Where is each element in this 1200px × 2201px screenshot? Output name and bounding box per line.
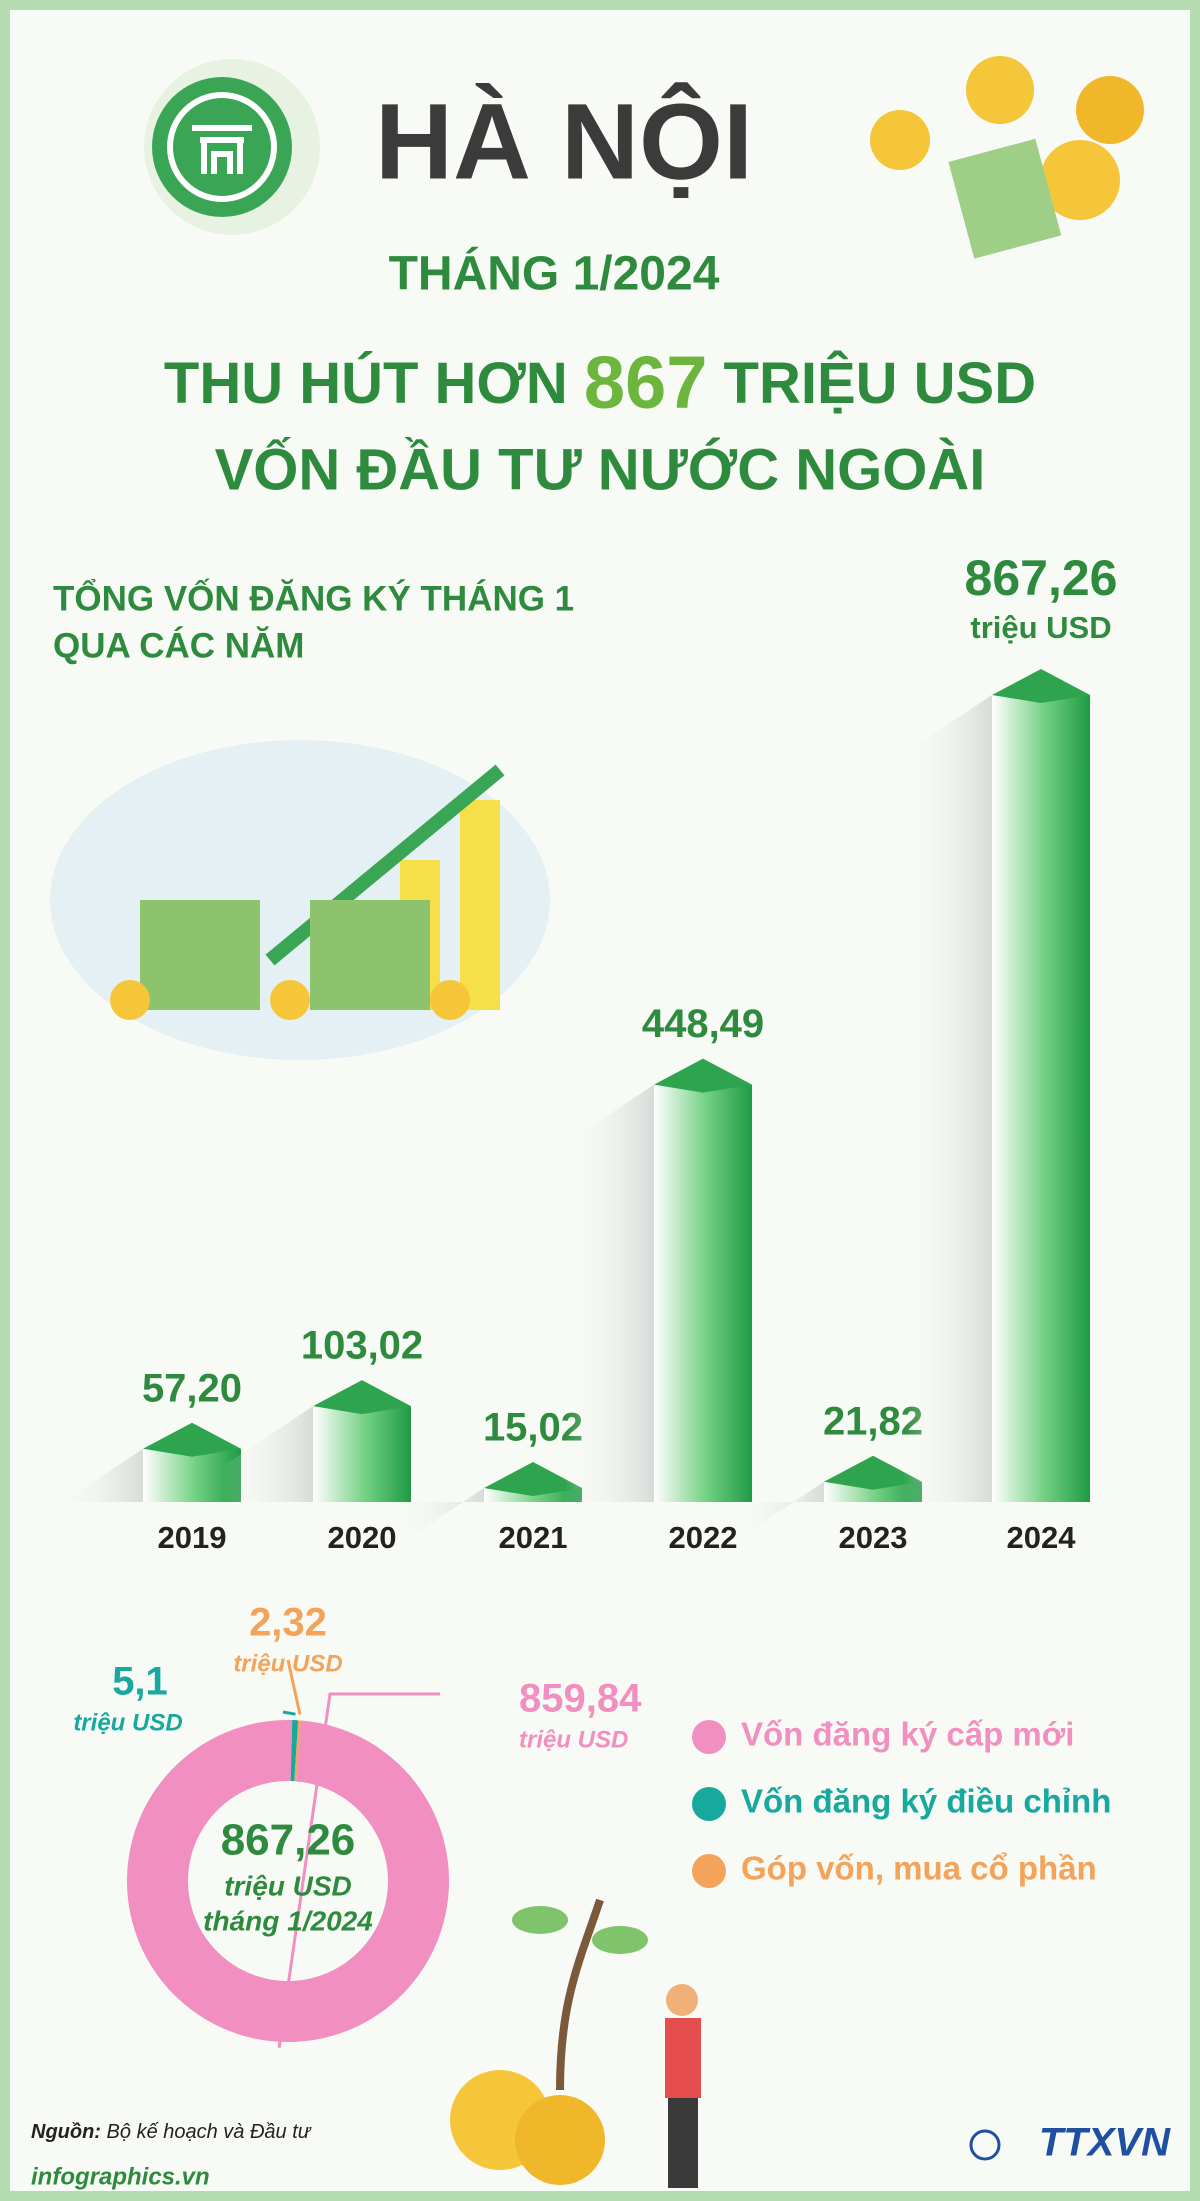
illustration bbox=[50, 740, 550, 1060]
plant-illustration bbox=[450, 1898, 701, 2188]
bar-shadow bbox=[564, 1084, 654, 1502]
source: Nguồn: Bộ kế hoạch và Đầu tư bbox=[31, 2121, 312, 2143]
logo-ring bbox=[167, 92, 277, 202]
legend-label: Góp vốn, mua cổ phần bbox=[741, 1850, 1097, 1887]
donut-total: 867,26 bbox=[221, 1816, 356, 1865]
donut-period: tháng 1/2024 bbox=[203, 1905, 373, 1936]
legend-swatch bbox=[692, 1720, 726, 1754]
unit-label: triệu USD bbox=[73, 1709, 182, 1736]
value-label: 867,26 bbox=[965, 550, 1118, 606]
x-tick-label: 2019 bbox=[158, 1520, 227, 1555]
period: THÁNG 1/2024 bbox=[389, 247, 720, 301]
bar-shadow bbox=[902, 695, 992, 1502]
bar bbox=[992, 695, 1090, 1502]
donut-slice bbox=[294, 1720, 301, 1782]
legend-label: Vốn đăng ký cấp mới bbox=[741, 1716, 1074, 1753]
agency-logo: TTXVN bbox=[1039, 2121, 1171, 2165]
x-tick-label: 2024 bbox=[1007, 1520, 1077, 1555]
donut-slice bbox=[127, 1720, 450, 2042]
legend-swatch bbox=[692, 1854, 726, 1888]
headline-number: 867 bbox=[584, 341, 707, 424]
unit-label: triệu USD bbox=[519, 1726, 628, 1753]
source-text: Bộ kế hoạch và Đầu tư bbox=[107, 2121, 312, 2143]
bar-shadow bbox=[223, 1406, 313, 1502]
legend-label: Vốn đăng ký điều chỉnh bbox=[741, 1783, 1111, 1820]
headline-suffix: TRIỆU USD bbox=[724, 351, 1037, 416]
bar-shadow bbox=[394, 1488, 484, 1549]
unit-label: triệu USD bbox=[233, 1650, 342, 1677]
city-title: HÀ NỘI bbox=[375, 81, 753, 202]
copyright-mark bbox=[969, 2129, 1001, 2161]
x-tick-label: 2023 bbox=[839, 1520, 908, 1555]
connector bbox=[282, 1710, 296, 1716]
bar-top bbox=[313, 1380, 411, 1415]
value-label: 57,20 bbox=[142, 1366, 242, 1410]
unit-label: triệu USD bbox=[970, 610, 1111, 645]
chart-title: TỔNG VỐN ĐĂNG KÝ THÁNG 1 bbox=[53, 578, 574, 618]
headline-line2: VỐN ĐẦU TƯ NƯỚC NGOÀI bbox=[215, 437, 986, 502]
value-label: 448,49 bbox=[642, 1002, 764, 1046]
bar-top bbox=[143, 1422, 241, 1457]
x-tick-label: 2022 bbox=[669, 1520, 738, 1555]
bar-shadow bbox=[53, 1448, 143, 1509]
donut-slice bbox=[290, 1720, 299, 1782]
value-label: 103,02 bbox=[301, 1324, 423, 1368]
headline-line1: THU HÚT HƠN 867 TRIỆU USD bbox=[164, 341, 1036, 424]
chart-title: QUA CÁC NĂM bbox=[53, 625, 304, 665]
donut-unit: triệu USD bbox=[224, 1870, 352, 1901]
connector bbox=[286, 1659, 302, 1715]
bar bbox=[313, 1406, 411, 1502]
bar bbox=[654, 1084, 752, 1502]
bar-top bbox=[824, 1455, 922, 1490]
bar-top bbox=[654, 1058, 752, 1093]
bar-shadow bbox=[734, 1481, 824, 1542]
coins-decor bbox=[870, 56, 1144, 259]
site: infographics.vn bbox=[31, 2163, 210, 2190]
logo-gate bbox=[192, 125, 252, 174]
value-label: 5,1 bbox=[112, 1660, 168, 1704]
bar-top bbox=[484, 1462, 582, 1497]
bar bbox=[824, 1481, 922, 1502]
source-label: Nguồn: bbox=[31, 2121, 101, 2143]
value-label: 859,84 bbox=[519, 1677, 642, 1721]
bar-top bbox=[992, 669, 1090, 703]
value-label: 2,32 bbox=[249, 1601, 327, 1645]
headline-prefix: THU HÚT HƠN bbox=[164, 351, 568, 416]
x-tick-label: 2020 bbox=[328, 1520, 397, 1555]
legend-swatch bbox=[692, 1787, 726, 1821]
x-tick-label: 2021 bbox=[499, 1520, 568, 1555]
connector bbox=[277, 1692, 440, 2048]
